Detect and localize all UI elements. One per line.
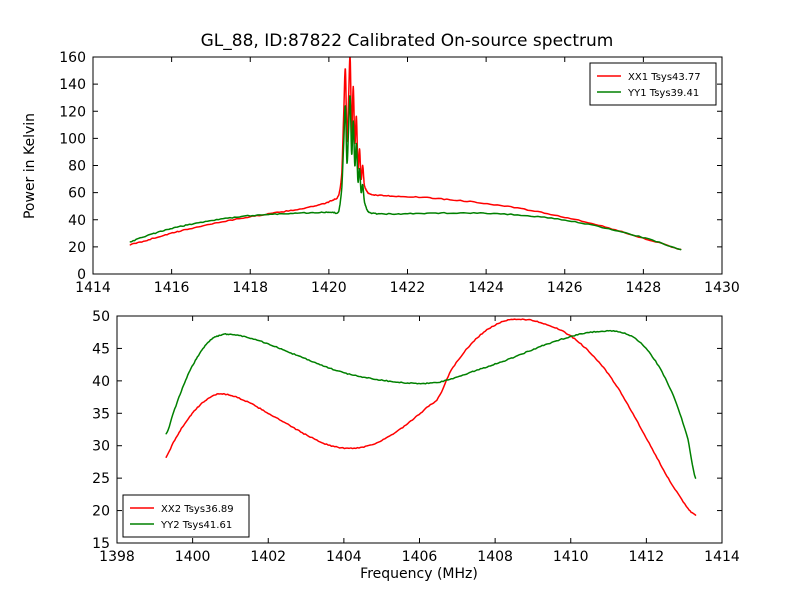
y-tick-label: 30: [92, 439, 110, 455]
x-tick-label: 1420: [311, 280, 347, 296]
series-line: [129, 95, 682, 251]
x-tick-label: 1400: [175, 549, 211, 565]
x-tick-label: 1414: [704, 549, 740, 565]
legend-label: YY1 Tsys39.41: [627, 88, 699, 99]
x-tick-label: 1414: [75, 280, 111, 296]
x-tick-label: 1402: [250, 549, 286, 565]
x-tick-label: 1430: [704, 280, 740, 296]
x-tick-label: 1418: [232, 280, 268, 296]
legend-label: XX2 Tsys36.89: [161, 504, 234, 515]
upper-panel-frame: [92, 56, 723, 275]
lower-panel: 1398 1400 1402 1404 1406 1408 1410 1412 1414 15 20…: [92, 309, 740, 582]
upper-panel: 1414 1416 1418 1420 1422 1424 1426 1428 1430 0 20 4…: [22, 50, 740, 296]
y-tick-label: 120: [59, 104, 86, 120]
lower-panel-frame: [116, 315, 723, 544]
y-tick-label: 140: [59, 77, 86, 93]
legend-label: XX1 Tsys43.77: [628, 72, 701, 83]
y-tick-label: 15: [92, 536, 110, 552]
lower-panel-xlabel: Frequency (MHz): [360, 566, 478, 582]
y-tick-label: 0: [77, 267, 86, 283]
upper-panel-series: [129, 57, 682, 251]
y-tick-label: 80: [68, 159, 86, 175]
y-tick-label: 40: [92, 374, 110, 390]
series-line: [165, 329, 697, 479]
series-line: [165, 318, 697, 516]
x-tick-label: 1412: [629, 549, 665, 565]
x-tick-label: 1416: [154, 280, 190, 296]
lower-panel-ticks: 1398 1400 1402 1404 1406 1408 1410 1412 1414 15 20…: [92, 309, 740, 565]
x-tick-label: 1408: [477, 549, 513, 565]
x-tick-label: 1410: [553, 549, 589, 565]
series-line: [129, 57, 682, 251]
y-tick-label: 40: [68, 213, 86, 229]
x-tick-label: 1406: [402, 549, 438, 565]
x-tick-label: 1424: [468, 280, 504, 296]
x-tick-label: 1422: [390, 280, 426, 296]
page-title: GL_88, ID:87822 Calibrated On-source spe…: [201, 31, 614, 51]
y-tick-label: 25: [92, 471, 110, 487]
y-tick-label: 45: [92, 341, 110, 357]
x-tick-label: 1426: [547, 280, 583, 296]
upper-panel-ylabel: Power in Kelvin: [22, 113, 38, 219]
legend-label: YY2 Tsys41.61: [160, 520, 232, 531]
x-tick-label: 1404: [326, 549, 362, 565]
y-tick-label: 100: [59, 131, 86, 147]
y-tick-label: 160: [59, 50, 86, 66]
y-tick-label: 20: [68, 240, 86, 256]
lower-panel-legend[interactable]: XX2 Tsys36.89 YY2 Tsys41.61: [122, 494, 250, 538]
y-tick-label: 20: [92, 504, 110, 520]
upper-panel-legend[interactable]: XX1 Tsys43.77 YY1 Tsys39.41: [589, 62, 717, 106]
y-tick-label: 50: [92, 309, 110, 325]
lower-panel-series: [165, 318, 697, 516]
y-tick-label: 60: [68, 186, 86, 202]
x-tick-label: 1398: [99, 549, 135, 565]
x-tick-label: 1428: [626, 280, 662, 296]
y-tick-label: 35: [92, 406, 110, 422]
upper-panel-ticks: 1414 1416 1418 1420 1422 1424 1426 1428 1430 0 20 4…: [59, 50, 740, 296]
